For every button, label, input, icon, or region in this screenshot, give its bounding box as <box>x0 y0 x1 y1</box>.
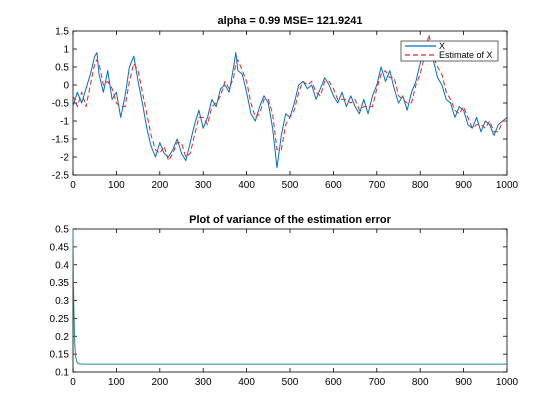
top-chart-title: alpha = 0.99 MSE= 121.9241 <box>218 15 363 27</box>
bottom-y-tick-label: 0.4 <box>55 260 69 271</box>
top-x-tick-label: 900 <box>455 180 472 191</box>
bottom-y-tick-label: 0.2 <box>55 332 69 343</box>
bottom-x-tick-label: 700 <box>368 377 385 388</box>
top-y-tick-label: 1.5 <box>55 27 69 38</box>
bottom-y-tick-label: 0.1 <box>55 368 69 379</box>
top-x-tick-label: 700 <box>368 180 385 191</box>
top-x-tick-label: 100 <box>108 180 125 191</box>
bottom-x-tick-label: 600 <box>325 377 342 388</box>
bottom-x-tick-label: 400 <box>238 377 255 388</box>
top-y-tick-label: -1 <box>60 117 69 128</box>
top-x-tick-label: 800 <box>412 180 429 191</box>
bottom-x-tick-label: 200 <box>151 377 168 388</box>
bottom-x-tick-label: 300 <box>195 377 212 388</box>
top-x-tick-label: 300 <box>195 180 212 191</box>
bottom-y-tick-group: 0.1 0.15 0.2 0.25 0.3 0.35 0.4 0.45 0.5 <box>50 225 507 379</box>
top-y-tick-label: -0.5 <box>52 99 70 110</box>
bottom-series-line-1 <box>72 228 507 365</box>
bottom-x-tick-label: 1000 <box>496 377 519 388</box>
legend-label-estimate: Estimate of X <box>439 50 493 60</box>
bottom-y-tick-label: 0.35 <box>50 278 70 289</box>
top-x-tick-label: 400 <box>238 180 255 191</box>
bottom-y-tick-label: 0.25 <box>50 314 70 325</box>
bottom-axes: Plot of variance of the estimation error… <box>50 214 519 388</box>
bottom-x-tick-label: 900 <box>455 377 472 388</box>
top-x-tick-label: 500 <box>282 180 299 191</box>
bottom-plot-area <box>72 228 508 373</box>
top-x-tick-group: 0 100 200 300 400 500 600 700 800 900 1000 <box>70 31 519 191</box>
bottom-x-tick-label: 100 <box>108 377 125 388</box>
legend: X Estimate of X <box>400 40 499 62</box>
top-x-tick-label: 200 <box>151 180 168 191</box>
top-x-tick-label: 600 <box>325 180 342 191</box>
bottom-x-tick-label: 0 <box>70 377 76 388</box>
legend-label-x: X <box>439 41 445 51</box>
bottom-y-tick-label: 0.45 <box>50 242 70 253</box>
top-y-tick-label: -2.5 <box>52 171 70 182</box>
bottom-y-tick-label: 0.5 <box>55 225 69 236</box>
bottom-x-tick-group: 0 100 200 300 400 500 600 700 800 900 1000 <box>70 229 519 388</box>
bottom-y-tick-label: 0.3 <box>55 296 69 307</box>
top-y-tick-label: 1 <box>63 45 69 56</box>
bottom-x-tick-label: 500 <box>282 377 299 388</box>
bottom-x-tick-label: 800 <box>412 377 429 388</box>
top-x-tick-label: 1000 <box>496 180 519 191</box>
top-y-tick-label: 0.5 <box>55 63 69 74</box>
top-series-line-2 <box>72 34 507 162</box>
top-y-tick-label: -2 <box>60 153 69 164</box>
top-y-tick-label: 0 <box>63 81 69 92</box>
bottom-chart-title: Plot of variance of the estimation error <box>189 214 391 226</box>
bottom-y-tick-label: 0.15 <box>50 350 70 361</box>
bottom-series-group <box>72 228 507 365</box>
top-x-tick-label: 0 <box>70 180 76 191</box>
top-y-tick-label: -1.5 <box>52 135 70 146</box>
top-axes: alpha = 0.99 MSE= 121.9241 0 100 200 300 400… <box>52 15 519 191</box>
